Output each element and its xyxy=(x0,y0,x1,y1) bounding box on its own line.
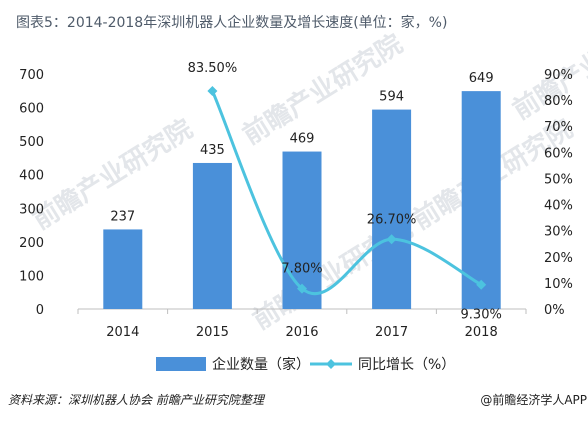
y-right-tick-label: 90% xyxy=(544,68,573,83)
legend-line-label: 同比增长（%） xyxy=(358,357,455,373)
y-left-tick-label: 200 xyxy=(19,236,44,251)
y-left-tick-label: 100 xyxy=(19,269,44,284)
y-right-tick-label: 30% xyxy=(544,225,573,240)
y-right-tick-label: 60% xyxy=(544,146,573,161)
source-note: 资料来源：深圳机器人协会 前瞻产业研究院整理 xyxy=(8,393,266,407)
y-right-tick-label: 0% xyxy=(544,303,565,318)
legend-line-marker xyxy=(326,359,336,369)
y-right-tick-label: 40% xyxy=(544,199,573,214)
line-point xyxy=(476,279,487,290)
bar-value-label: 237 xyxy=(110,209,135,224)
y-left-tick-label: 300 xyxy=(19,202,44,217)
x-tick-label: 2018 xyxy=(465,325,498,340)
y-right-tick-label: 80% xyxy=(544,94,573,109)
plot-area: 0 100 200 300 400 500 600 700 0% 10% 20% 30% 40% 50% 6… xyxy=(19,61,573,340)
line-point xyxy=(386,234,397,245)
x-tick-label: 2014 xyxy=(106,325,139,340)
bar xyxy=(282,151,322,309)
y-right-tick-label: 70% xyxy=(544,120,573,135)
y-right-tick-label: 10% xyxy=(544,277,573,292)
bar-value-label: 469 xyxy=(290,132,315,147)
line-point xyxy=(207,85,218,96)
bar xyxy=(372,109,412,309)
bar-value-label: 435 xyxy=(200,143,225,158)
chart-title: 图表5：2014-2018年深圳机器人企业数量及增长速度(单位：家，%) xyxy=(16,14,447,31)
line-value-label: 26.70% xyxy=(367,212,417,227)
line-point xyxy=(297,283,307,294)
y-left-tick-label: 0 xyxy=(36,303,44,318)
y-right-tick-label: 20% xyxy=(544,251,573,266)
credit-note: @前瞻经济学人APP xyxy=(480,392,587,407)
line-value-label: 83.50% xyxy=(188,61,238,76)
line-value-label: 7.80% xyxy=(281,262,322,277)
bar-value-label: 649 xyxy=(469,71,494,86)
y-right-tick-label: 50% xyxy=(544,172,573,187)
y-left-tick-label: 600 xyxy=(19,102,44,117)
y-left-tick-label: 500 xyxy=(19,135,44,150)
legend: 企业数量（家） 同比增长（%） xyxy=(156,356,455,373)
bar xyxy=(461,91,501,309)
line-value-label: 9.30% xyxy=(461,308,502,323)
x-tick-label: 2015 xyxy=(196,325,229,340)
bar xyxy=(192,162,232,309)
legend-bar-swatch xyxy=(156,357,206,371)
growth-line xyxy=(211,90,482,296)
y-left-tick-label: 700 xyxy=(19,68,44,83)
y-left-tick-label: 400 xyxy=(19,169,44,184)
legend-bar-label: 企业数量（家） xyxy=(212,356,310,373)
x-tick-label: 2017 xyxy=(375,325,408,340)
x-tick-label: 2016 xyxy=(285,325,318,340)
bar xyxy=(103,229,143,309)
bar-value-label: 594 xyxy=(379,90,404,105)
